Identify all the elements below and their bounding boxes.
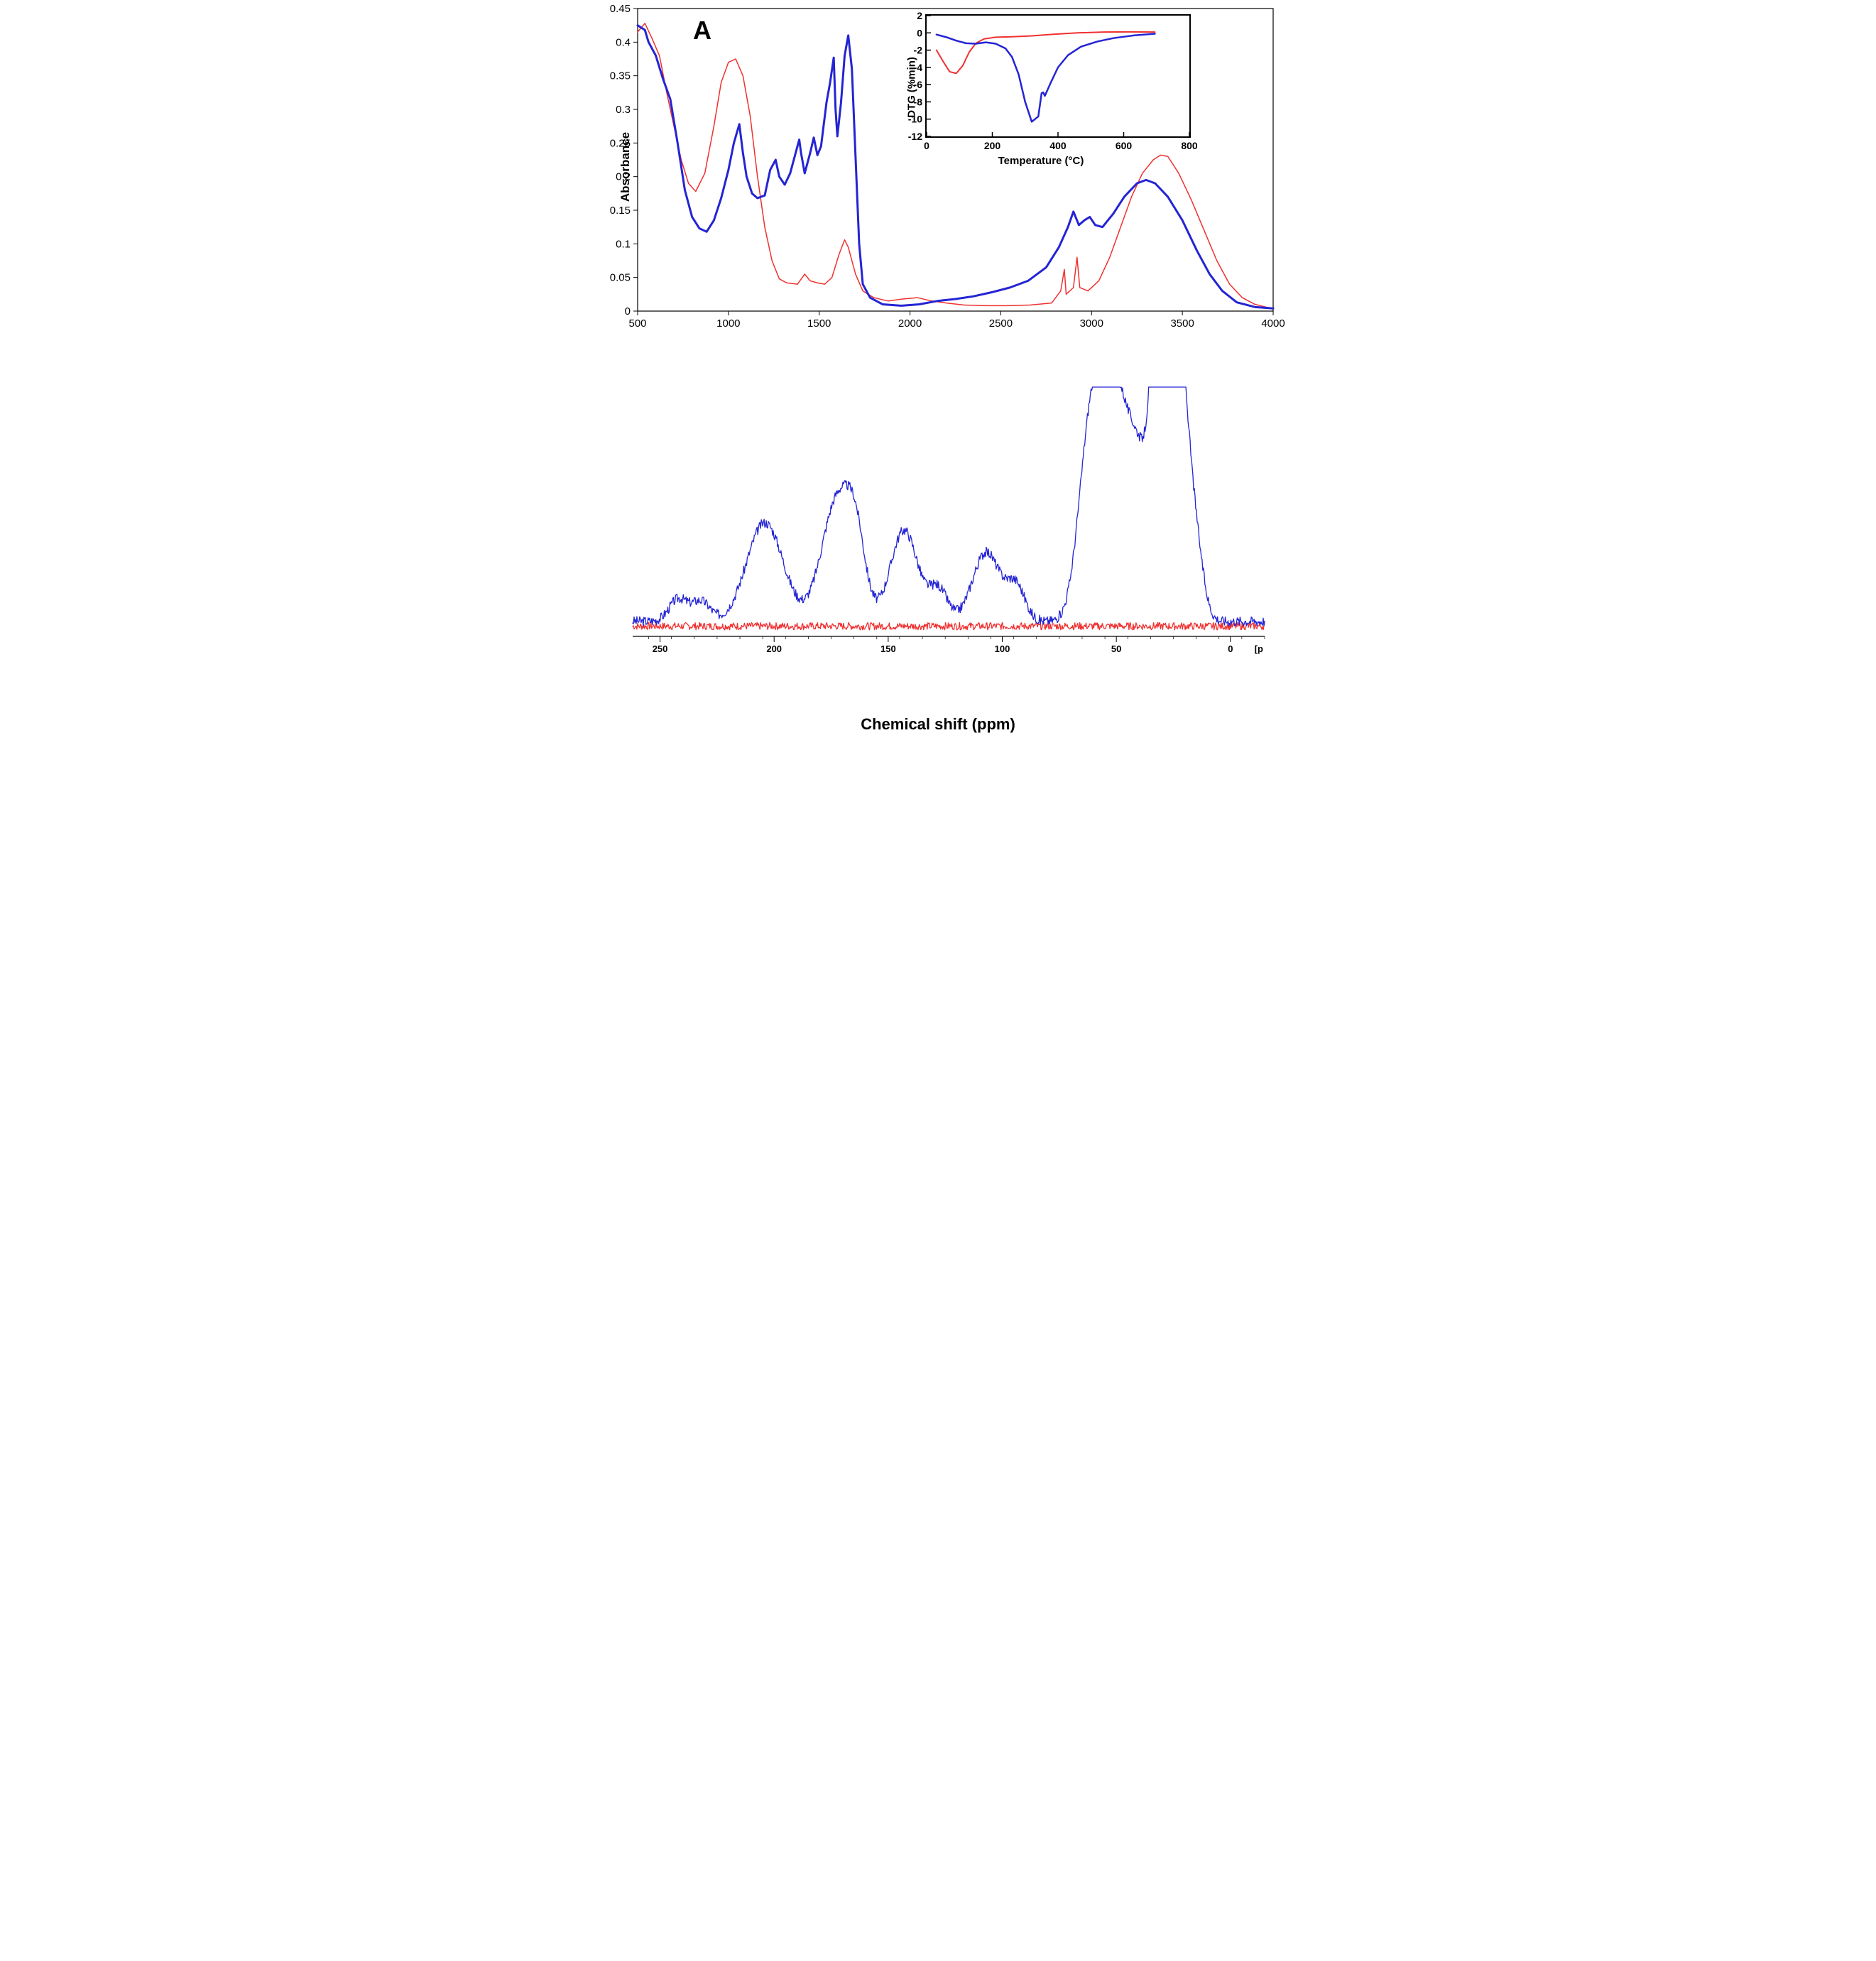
panel-b-plot: 250 200 150 100 50 0 [p (629, 384, 1268, 653)
svg-text:0: 0 (924, 140, 929, 151)
svg-text:0.15: 0.15 (610, 205, 631, 217)
inset-xlabel: Temperature (°C) (881, 155, 1201, 167)
svg-text:2000: 2000 (898, 317, 922, 330)
svg-text:250: 250 (653, 643, 668, 654)
svg-text:4000: 4000 (1261, 317, 1285, 330)
svg-text:800: 800 (1181, 140, 1198, 151)
panel-b-plotbox: 250 200 150 100 50 0 [p (629, 384, 1268, 653)
svg-text:1500: 1500 (807, 317, 831, 330)
svg-text:-8: -8 (914, 96, 923, 107)
svg-text:0.45: 0.45 (610, 3, 631, 15)
figure: A Absorbance 500100015002000250030003500… (583, 0, 1293, 742)
svg-text:3500: 3500 (1170, 317, 1194, 330)
svg-text:500: 500 (628, 317, 646, 330)
svg-text:150: 150 (880, 643, 896, 654)
panel-b-xlabel: Chemical shift (ppm) (583, 715, 1293, 734)
panel-a-ylabel: Absorbance (618, 132, 633, 202)
svg-text:-6: -6 (914, 79, 923, 90)
svg-text:0.1: 0.1 (616, 238, 631, 250)
inset-plotbox: 0200400600800-12-10-8-6-4-202 (925, 14, 1191, 138)
inset-plot: 0200400600800-12-10-8-6-4-202 (927, 16, 1189, 136)
svg-text:400: 400 (1049, 140, 1067, 151)
svg-text:0: 0 (917, 27, 922, 38)
svg-text:50: 50 (1111, 643, 1121, 654)
svg-text:0.4: 0.4 (616, 36, 631, 48)
inset-dtg: DTG (%min) 0200400600800-12-10-8-6-4-202… (881, 7, 1201, 167)
svg-text:0: 0 (625, 305, 631, 317)
svg-text:100: 100 (995, 643, 1010, 654)
svg-text:3000: 3000 (1080, 317, 1103, 330)
panel-a-label: A (693, 16, 711, 45)
svg-text:0.35: 0.35 (610, 70, 631, 82)
svg-text:-4: -4 (914, 62, 923, 73)
svg-text:1000: 1000 (716, 317, 740, 330)
svg-text:[p: [p (1255, 643, 1263, 654)
svg-text:0.3: 0.3 (616, 104, 631, 116)
svg-text:0: 0 (1228, 643, 1233, 654)
svg-text:0.05: 0.05 (610, 272, 631, 284)
svg-text:-10: -10 (908, 114, 922, 125)
svg-text:-12: -12 (908, 131, 922, 142)
svg-text:600: 600 (1116, 140, 1133, 151)
svg-text:2: 2 (917, 10, 922, 21)
svg-text:200: 200 (766, 643, 782, 654)
svg-text:-2: -2 (914, 45, 923, 56)
panel-b: B 250200150100500[p (615, 376, 1275, 682)
svg-text:2500: 2500 (989, 317, 1013, 330)
svg-text:200: 200 (984, 140, 1001, 151)
